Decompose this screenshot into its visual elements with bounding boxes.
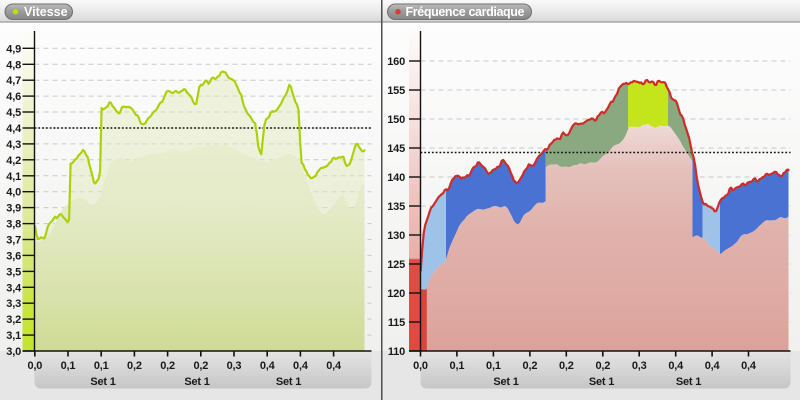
svg-text:3,7: 3,7 bbox=[6, 235, 21, 247]
svg-text:4,7: 4,7 bbox=[6, 75, 21, 87]
svg-text:3,6: 3,6 bbox=[6, 250, 21, 262]
svg-text:0,3: 0,3 bbox=[632, 360, 647, 372]
svg-text:0,4: 0,4 bbox=[260, 360, 276, 372]
svg-text:3,3: 3,3 bbox=[6, 298, 21, 310]
svg-text:4,9: 4,9 bbox=[6, 43, 21, 55]
svg-text:4,6: 4,6 bbox=[6, 91, 21, 103]
svg-text:3,9: 3,9 bbox=[6, 203, 21, 215]
svg-text:4,4: 4,4 bbox=[6, 123, 22, 135]
svg-text:125: 125 bbox=[387, 259, 405, 271]
svg-text:140: 140 bbox=[387, 172, 405, 184]
svg-text:0,0: 0,0 bbox=[413, 360, 428, 372]
svg-text:0,2: 0,2 bbox=[160, 360, 175, 372]
svg-text:Set 1: Set 1 bbox=[493, 376, 518, 388]
svg-text:115: 115 bbox=[388, 317, 405, 329]
svg-text:0,1: 0,1 bbox=[450, 360, 465, 372]
svg-text:4,5: 4,5 bbox=[6, 107, 21, 119]
svg-text:Set 1: Set 1 bbox=[90, 376, 115, 388]
svg-text:0,0: 0,0 bbox=[27, 360, 42, 372]
svg-text:0,4: 0,4 bbox=[741, 360, 757, 372]
svg-text:0,2: 0,2 bbox=[595, 360, 610, 372]
svg-text:3,2: 3,2 bbox=[6, 314, 21, 326]
svg-text:0,1: 0,1 bbox=[61, 360, 76, 372]
svg-text:Set 1: Set 1 bbox=[184, 376, 209, 388]
svg-text:110: 110 bbox=[388, 346, 405, 358]
svg-text:0,2: 0,2 bbox=[559, 360, 574, 372]
svg-text:0,2: 0,2 bbox=[193, 360, 208, 372]
svg-text:145: 145 bbox=[387, 143, 405, 155]
svg-text:130: 130 bbox=[387, 230, 405, 242]
svg-text:0,2: 0,2 bbox=[127, 360, 142, 372]
svg-text:Set 1: Set 1 bbox=[589, 376, 614, 388]
svg-text:0,1: 0,1 bbox=[486, 360, 501, 372]
svg-text:120: 120 bbox=[387, 288, 405, 300]
svg-text:0,4: 0,4 bbox=[293, 360, 309, 372]
svg-text:4,8: 4,8 bbox=[6, 59, 21, 71]
svg-text:0,1: 0,1 bbox=[94, 360, 109, 372]
svg-text:Set 1: Set 1 bbox=[676, 376, 701, 388]
svg-text:155: 155 bbox=[387, 85, 405, 97]
svg-text:3,4: 3,4 bbox=[6, 282, 22, 294]
svg-text:Set 1: Set 1 bbox=[276, 376, 301, 388]
svg-text:3,1: 3,1 bbox=[6, 330, 21, 342]
svg-text:4,3: 4,3 bbox=[6, 139, 21, 151]
svg-text:Fréquence cardiaque: Fréquence cardiaque bbox=[406, 5, 525, 19]
svg-text:150: 150 bbox=[387, 114, 405, 126]
svg-text:3,0: 3,0 bbox=[6, 346, 21, 358]
svg-text:Vitesse: Vitesse bbox=[24, 5, 68, 19]
svg-text:0,4: 0,4 bbox=[326, 360, 342, 372]
svg-text:160: 160 bbox=[387, 56, 405, 68]
svg-text:0,4: 0,4 bbox=[705, 360, 721, 372]
svg-text:0,4: 0,4 bbox=[668, 360, 684, 372]
svg-text:3,8: 3,8 bbox=[6, 219, 21, 231]
svg-text:0,3: 0,3 bbox=[227, 360, 242, 372]
svg-text:4,1: 4,1 bbox=[6, 171, 21, 183]
svg-text:3,5: 3,5 bbox=[6, 266, 21, 278]
svg-text:0,2: 0,2 bbox=[523, 360, 538, 372]
svg-text:4,0: 4,0 bbox=[6, 187, 21, 199]
svg-text:135: 135 bbox=[387, 201, 405, 213]
svg-text:4,2: 4,2 bbox=[6, 155, 21, 167]
